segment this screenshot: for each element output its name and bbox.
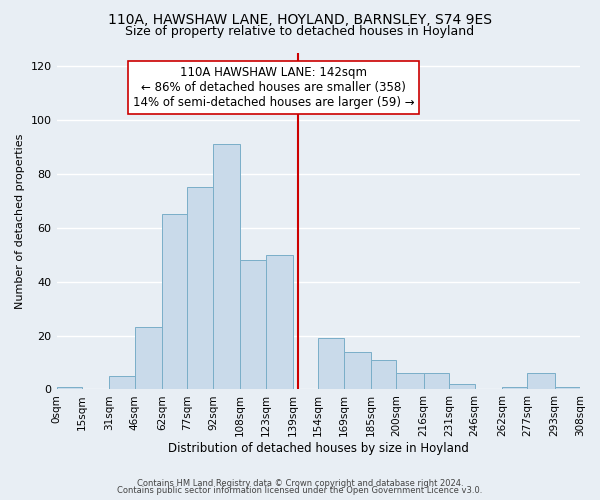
Text: Size of property relative to detached houses in Hoyland: Size of property relative to detached ho…	[125, 25, 475, 38]
Bar	[449, 384, 475, 390]
Text: Contains HM Land Registry data © Crown copyright and database right 2024.: Contains HM Land Registry data © Crown c…	[137, 478, 463, 488]
Bar	[397, 374, 424, 390]
Bar	[554, 387, 580, 390]
Bar	[213, 144, 240, 390]
Bar	[318, 338, 344, 390]
Bar	[266, 254, 293, 390]
Bar	[135, 328, 162, 390]
Bar	[527, 374, 554, 390]
Bar	[109, 376, 135, 390]
Text: 110A HAWSHAW LANE: 142sqm
← 86% of detached houses are smaller (358)
14% of semi: 110A HAWSHAW LANE: 142sqm ← 86% of detac…	[133, 66, 415, 109]
Text: Contains public sector information licensed under the Open Government Licence v3: Contains public sector information licen…	[118, 486, 482, 495]
Bar	[344, 352, 371, 390]
Bar	[162, 214, 187, 390]
Bar	[502, 387, 527, 390]
Text: 110A, HAWSHAW LANE, HOYLAND, BARNSLEY, S74 9ES: 110A, HAWSHAW LANE, HOYLAND, BARNSLEY, S…	[108, 12, 492, 26]
Bar	[424, 374, 449, 390]
Bar	[187, 188, 213, 390]
Bar	[56, 387, 82, 390]
Y-axis label: Number of detached properties: Number of detached properties	[15, 134, 25, 308]
Bar	[240, 260, 266, 390]
Bar	[371, 360, 397, 390]
X-axis label: Distribution of detached houses by size in Hoyland: Distribution of detached houses by size …	[168, 442, 469, 455]
